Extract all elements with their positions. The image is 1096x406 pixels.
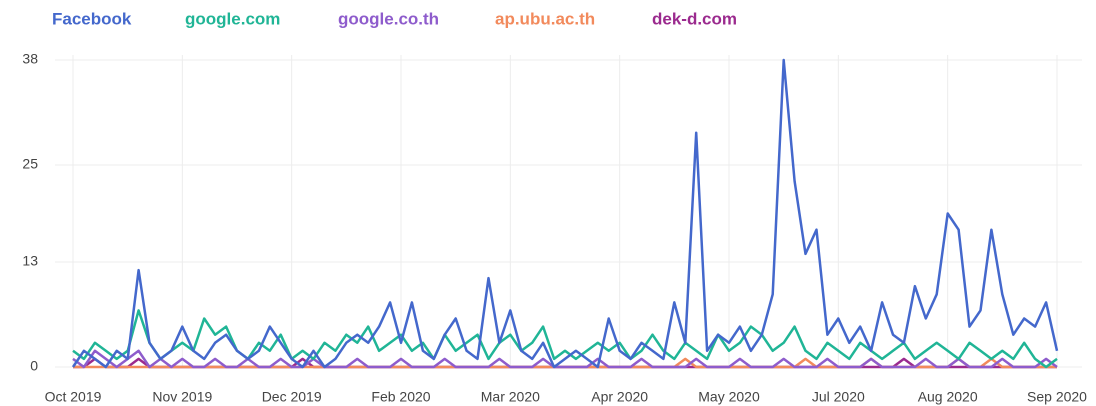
x-tick-label: Mar 2020 — [481, 389, 540, 405]
x-tick-label: Aug 2020 — [918, 389, 978, 405]
x-tick-label: Oct 2019 — [45, 389, 102, 405]
series-line — [71, 58, 1059, 369]
x-tick-label: Jul 2020 — [812, 389, 865, 405]
x-tick-label: Dec 2019 — [262, 389, 322, 405]
y-tick-label: 0 — [30, 358, 38, 374]
legend-entry: dek-d.com — [652, 9, 737, 28]
x-tick-label: Feb 2020 — [371, 389, 430, 405]
x-tick-label: Nov 2019 — [152, 389, 212, 405]
y-tick-label: 25 — [22, 156, 38, 172]
legend-entry: google.co.th — [338, 9, 439, 28]
y-tick-label: 13 — [22, 253, 38, 269]
x-tick-label: Apr 2020 — [591, 389, 648, 405]
legend-entry: ap.ubu.ac.th — [495, 9, 595, 28]
legend-entry: google.com — [185, 9, 280, 28]
y-tick-label: 38 — [22, 51, 38, 67]
series-line — [72, 349, 1058, 369]
x-tick-label: May 2020 — [698, 389, 760, 405]
x-tick-label: Sep 2020 — [1027, 389, 1087, 405]
legend-entry: Facebook — [52, 9, 132, 28]
